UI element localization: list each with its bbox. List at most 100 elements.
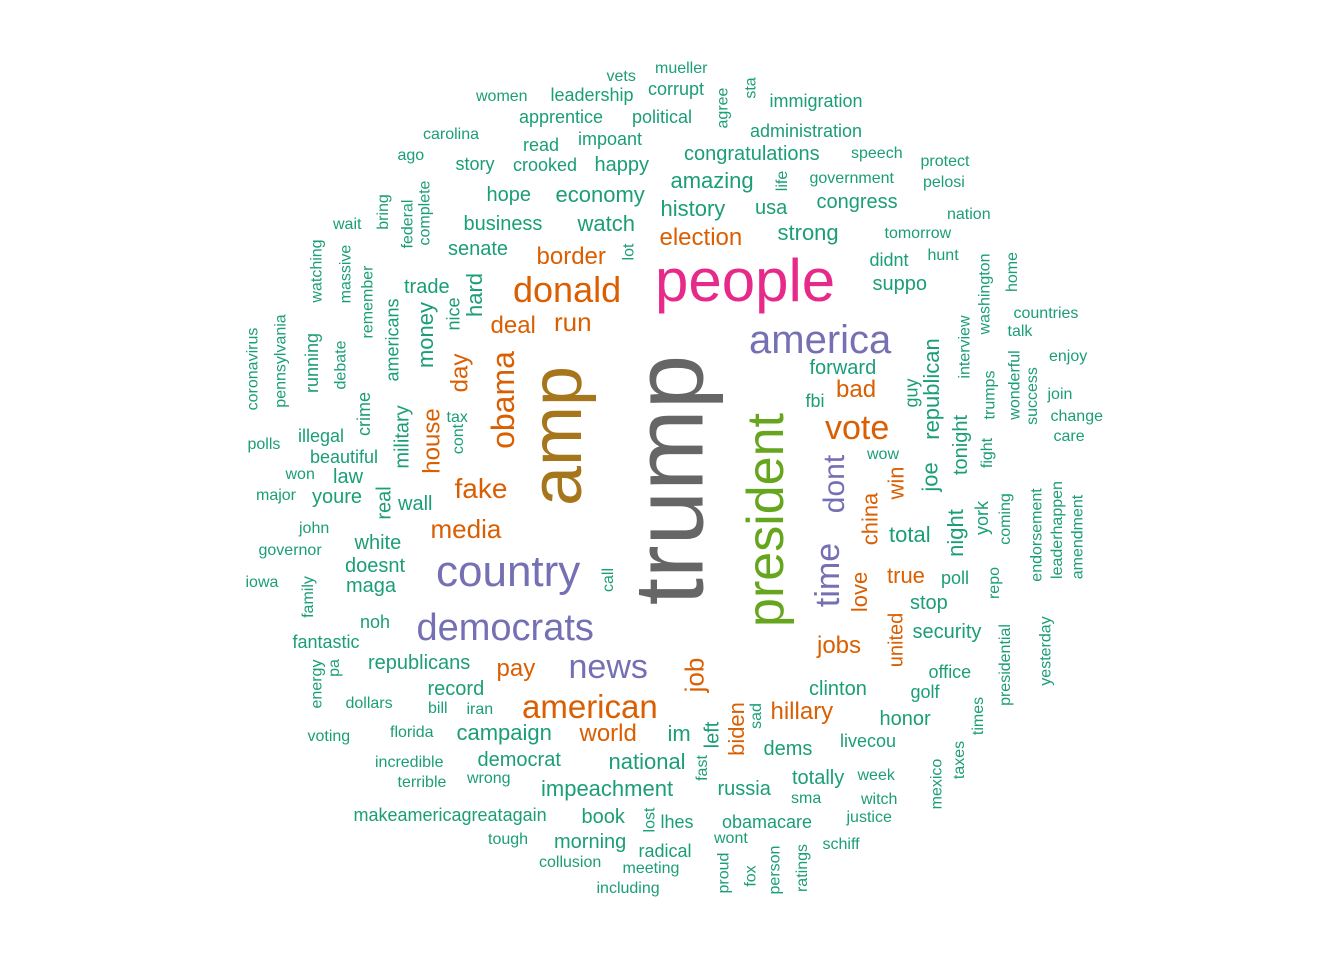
word-strong: strong (777, 220, 839, 245)
word-ago: ago (397, 147, 425, 164)
word-deal: deal (490, 312, 536, 339)
word-left: left (700, 721, 723, 749)
word-watch: watch (577, 211, 635, 236)
word-remember: remember (358, 265, 376, 339)
word-protect: protect (920, 153, 970, 170)
word-mexico: mexico (927, 758, 945, 810)
word-run: run (554, 307, 592, 337)
word-agree: agree (713, 87, 731, 129)
word-campaign: campaign (456, 720, 552, 745)
word-watching: watching (308, 239, 326, 303)
word-iran: iran (466, 701, 494, 718)
word-fight: fight (979, 437, 997, 469)
word-witch: witch (861, 791, 898, 808)
word-talk: talk (1007, 323, 1033, 340)
word-presidential: presidential (996, 624, 1014, 706)
word-fbi: fbi (805, 391, 825, 411)
word-national: national (608, 749, 686, 774)
word-radical: radical (638, 841, 692, 861)
word-corrupt: corrupt (648, 79, 705, 99)
word-government: government (809, 170, 895, 187)
word-poll: poll (941, 568, 970, 588)
word-true: true (887, 563, 925, 588)
word-energy: energy (307, 659, 325, 709)
word-yesterday: yesterday (1037, 616, 1055, 686)
word-record: record (427, 678, 485, 700)
word-president: president (736, 413, 795, 627)
word-stop: stop (910, 592, 948, 614)
word-call: call (600, 567, 618, 593)
word-democrat: democrat (477, 749, 561, 771)
word-time: time (809, 542, 848, 608)
word-office: office (928, 662, 972, 682)
word-military: military (391, 405, 414, 469)
word-amendment: amendment (1068, 494, 1086, 580)
word-wait: wait (333, 216, 362, 233)
word-business: business (463, 213, 543, 235)
word-noh: noh (360, 612, 391, 632)
word-wrong: wrong (467, 770, 511, 787)
word-pay: pay (496, 655, 536, 682)
word-fox: fox (742, 865, 760, 887)
word-golf: golf (910, 682, 940, 702)
word-economy: economy (555, 182, 645, 207)
word-cont: cont (450, 423, 468, 455)
word-crime: crime (354, 392, 374, 436)
word-incredible: incredible (375, 754, 444, 771)
word-guy: guy (901, 378, 922, 408)
word-administration: administration (750, 121, 863, 141)
word-lost: lost (640, 807, 658, 833)
word-bring: bring (374, 194, 392, 230)
word-pelosi: pelosi (923, 174, 965, 191)
word-senate: senate (448, 238, 509, 260)
word-iowa: iowa (245, 574, 279, 591)
word-america: america (749, 318, 892, 362)
word-obamacare: obamacare (722, 812, 813, 832)
word-forward: forward (809, 357, 877, 379)
word-hope: hope (486, 184, 532, 206)
word-biden: biden (723, 702, 749, 756)
word-nice: nice (443, 297, 464, 331)
word-voting: voting (307, 728, 351, 745)
word-fake: fake (454, 473, 508, 504)
word-china: china (856, 492, 882, 546)
word-amp: amp (517, 365, 598, 507)
word-enjoy: enjoy (1049, 348, 1088, 365)
word-pa: pa (325, 659, 343, 677)
word-fantastic: fantastic (292, 632, 360, 652)
word-money: money (413, 301, 439, 369)
word-hard: hard (462, 272, 488, 318)
word-day: day (445, 353, 473, 393)
word-mueller: mueller (655, 60, 708, 77)
word-federal: federal (398, 199, 416, 249)
word-vote: vote (825, 409, 890, 447)
word-book: book (581, 806, 625, 828)
word-speech: speech (851, 145, 903, 162)
word-trade: trade (404, 276, 450, 298)
word-hillary: hillary (770, 698, 834, 725)
word-repo: repo (986, 566, 1004, 600)
word-wall: wall (398, 493, 433, 515)
word-tax: tax (446, 409, 468, 426)
word-happy: happy (594, 154, 650, 176)
word-ratings: ratings (794, 843, 812, 893)
word-real: real (373, 486, 396, 520)
word-major: major (256, 487, 297, 504)
word-coronavirus: coronavirus (243, 327, 261, 411)
word-debate: debate (331, 340, 349, 390)
word-morning: morning (554, 831, 627, 853)
word-carolina: carolina (423, 126, 480, 143)
word-maga: maga (346, 575, 397, 597)
word-florida: florida (390, 724, 434, 741)
word-im: im (667, 721, 691, 746)
word-meeting: meeting (622, 860, 680, 877)
word-dollars: dollars (345, 695, 393, 712)
word-life: life (774, 170, 792, 192)
word-suppo: suppo (872, 273, 928, 295)
word-nation: nation (947, 206, 991, 223)
word-fast: fast (693, 755, 711, 781)
word-sta: sta (742, 77, 760, 99)
word-tonight: tonight (950, 414, 973, 476)
word-wow: wow (867, 446, 900, 463)
